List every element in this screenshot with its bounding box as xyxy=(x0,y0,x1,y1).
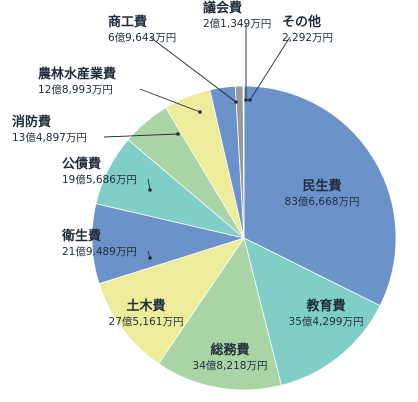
slice-label-name: 土木費 xyxy=(126,298,165,314)
leader-line xyxy=(139,88,201,113)
leader-line xyxy=(249,36,291,101)
slice-0 xyxy=(243,85,397,307)
slice-label-name: 衛生費 xyxy=(61,228,101,244)
slice-label-name: 議会費 xyxy=(203,0,242,16)
leader-lines xyxy=(103,23,291,260)
slice-label-name: 民生費 xyxy=(302,178,341,194)
leader-line xyxy=(103,133,179,138)
leader-dot xyxy=(244,98,248,102)
leader-dot xyxy=(148,188,152,192)
slice-label-value: 6億9,643万円 xyxy=(108,31,176,44)
slice-label-name: 総務費 xyxy=(210,342,249,358)
leader-dot xyxy=(198,110,202,114)
pie-slices xyxy=(91,85,397,391)
leader-dot xyxy=(176,132,180,136)
slice-label-value: 2,292万円 xyxy=(282,32,333,44)
slice-label-value: 35億4,299万円 xyxy=(289,315,364,328)
slice-label-value: 34億8,218万円 xyxy=(193,359,268,372)
leader-line xyxy=(149,36,237,103)
leader-dot xyxy=(148,256,152,260)
slice-label-name: 農林水産業費 xyxy=(38,66,116,82)
slice-label-value: 12億8,993万円 xyxy=(38,83,113,96)
slice-label-name: 教育費 xyxy=(305,298,345,314)
slice-label-value: 83億6,668万円 xyxy=(285,195,360,208)
slice-label-value: 2億1,349万円 xyxy=(203,17,271,30)
leader-line xyxy=(147,178,151,191)
slice-label-value: 27億5,161万円 xyxy=(109,315,184,328)
slice-label-value: 13億4,897万円 xyxy=(12,131,87,144)
slice-label-name: 公債費 xyxy=(62,156,101,172)
slice-3 xyxy=(98,237,245,365)
leader-dot xyxy=(234,100,238,104)
leader-dot xyxy=(248,98,252,102)
slice-label-value: 21億9,489万円 xyxy=(62,245,137,258)
slice-label-value: 19億5,686万円 xyxy=(62,173,137,186)
slice-10 xyxy=(242,85,245,239)
slice-label-name: 消防費 xyxy=(12,114,51,130)
slice-label-name: 商工費 xyxy=(108,14,147,30)
slice-1 xyxy=(243,237,381,386)
slice-label-name: その他 xyxy=(282,14,321,30)
slice-2 xyxy=(157,237,282,391)
